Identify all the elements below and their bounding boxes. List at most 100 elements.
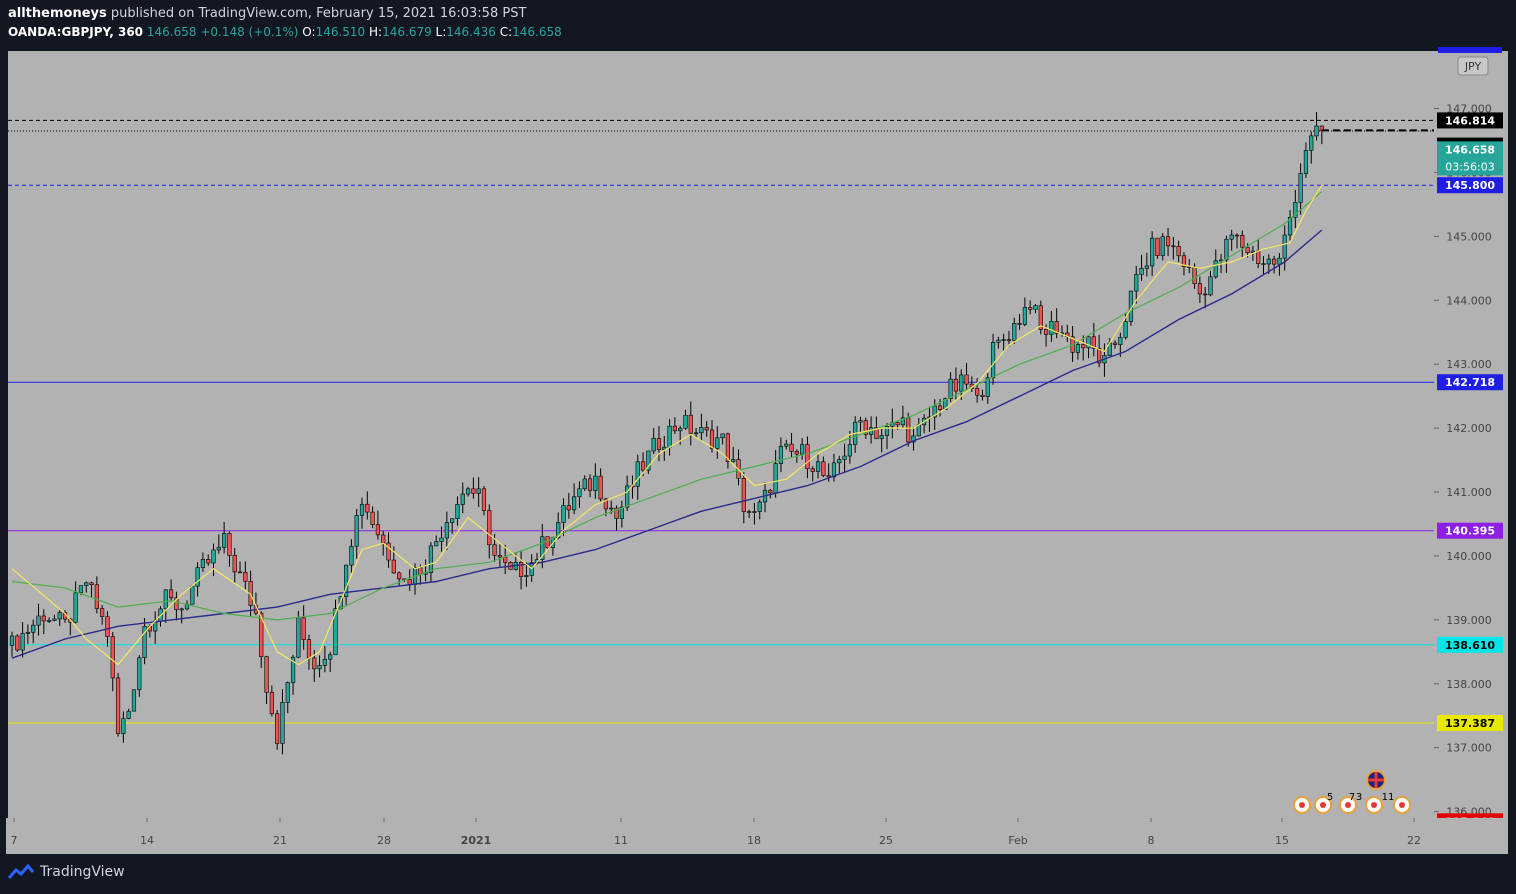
candle-body xyxy=(985,377,990,397)
event-marker xyxy=(1365,796,1383,814)
price-badge-137.387: 137.387 xyxy=(1437,714,1503,731)
candle-body xyxy=(842,455,847,460)
candle-body xyxy=(1012,323,1017,341)
candle-body xyxy=(94,584,99,609)
candle-body xyxy=(651,437,656,452)
candle-body xyxy=(168,589,174,599)
candle xyxy=(1139,254,1144,281)
candle xyxy=(222,521,227,554)
candle-body xyxy=(582,478,587,490)
candle-body xyxy=(1134,274,1139,292)
price-badge-bg xyxy=(1437,177,1503,194)
x-tick-label: 8 xyxy=(1148,834,1155,847)
candle-body xyxy=(837,459,842,464)
candle xyxy=(397,571,402,587)
candle-body xyxy=(52,618,57,621)
candle xyxy=(1213,249,1218,279)
candle xyxy=(1006,330,1012,347)
time-axis xyxy=(6,818,1508,854)
candle-body xyxy=(916,424,921,437)
candle-body xyxy=(1181,255,1187,267)
candle-body xyxy=(805,444,810,470)
publish-info: allthemoneys published on TradingView.co… xyxy=(8,6,526,21)
candle xyxy=(343,564,349,607)
candle xyxy=(863,417,868,439)
symbol-label[interactable]: OANDA:GBPJPY, 360 xyxy=(8,25,144,39)
price-badge-bg xyxy=(1437,522,1503,539)
candle xyxy=(322,645,327,673)
candle xyxy=(646,450,651,474)
candle-body xyxy=(503,556,508,563)
candle-body xyxy=(646,450,651,471)
candle-body xyxy=(243,572,248,582)
candle-body xyxy=(1006,339,1012,341)
candle-body xyxy=(1176,246,1181,257)
candle-body xyxy=(1150,237,1155,267)
candle xyxy=(264,655,269,705)
candle-body xyxy=(747,511,752,513)
candle-body xyxy=(275,713,280,744)
candle-body xyxy=(693,432,699,435)
price-chart[interactable]: 5 7 3 11JPY136.000137.000138.000139.000140.… xyxy=(6,47,1508,854)
candle xyxy=(985,372,990,404)
candle xyxy=(216,534,221,554)
candle-body xyxy=(821,461,826,476)
candle-body xyxy=(328,654,333,660)
candle-body xyxy=(78,585,84,594)
chart-frame[interactable]: 5 7 3 11 JPY 136.000 137.000 138.000 139.000 140.… xyxy=(6,47,1508,854)
candle xyxy=(275,710,280,750)
candle-body xyxy=(1043,329,1049,335)
candle xyxy=(757,499,762,520)
candle-body xyxy=(943,398,948,410)
x-tick-label: 28 xyxy=(377,834,391,847)
candle xyxy=(619,500,624,528)
candle xyxy=(142,617,147,665)
candle-body xyxy=(603,498,609,510)
candle-body xyxy=(704,427,709,431)
candle xyxy=(826,463,831,482)
candle xyxy=(990,333,996,385)
candle xyxy=(672,417,677,435)
publisher-name[interactable]: allthemoneys xyxy=(8,6,107,21)
candle-body xyxy=(1309,135,1314,151)
candle-body xyxy=(137,657,142,691)
candle xyxy=(900,405,906,428)
candle xyxy=(465,486,471,497)
candle xyxy=(328,651,333,672)
candle-body xyxy=(455,504,460,519)
candle-body xyxy=(126,710,131,719)
candle xyxy=(959,369,964,400)
candle xyxy=(810,466,815,482)
candle xyxy=(450,518,455,534)
candle xyxy=(301,605,306,650)
event-marker-dot xyxy=(1371,802,1377,808)
candle-body xyxy=(572,496,577,511)
candle xyxy=(598,468,603,502)
candle-body xyxy=(359,503,365,516)
candle xyxy=(566,493,571,519)
price-change: +0.148 (+0.1%) xyxy=(200,25,299,39)
high-label: H: xyxy=(369,25,383,39)
candle-body xyxy=(460,493,465,505)
candle-body xyxy=(577,488,582,498)
candle xyxy=(1160,233,1165,261)
candle xyxy=(778,437,784,473)
candle-body xyxy=(609,507,614,510)
candle xyxy=(1234,233,1240,249)
published-text: published on TradingView.com, February 1… xyxy=(110,6,527,21)
candle-body xyxy=(1245,246,1250,253)
candle xyxy=(805,436,810,479)
price-badge-146.814: 146.814 xyxy=(1437,112,1503,129)
price-badge-bg xyxy=(1437,374,1503,391)
candle-body xyxy=(884,425,890,436)
candle xyxy=(1181,252,1187,276)
candle-body xyxy=(895,422,900,426)
candle xyxy=(688,401,693,446)
candle-body xyxy=(434,541,439,547)
brand-label[interactable]: TradingView xyxy=(40,864,125,880)
last-price-label: 146.658 xyxy=(1445,143,1495,156)
candle xyxy=(587,474,593,498)
candle xyxy=(879,427,884,453)
candle-body xyxy=(566,505,571,511)
candle-body xyxy=(911,435,916,443)
